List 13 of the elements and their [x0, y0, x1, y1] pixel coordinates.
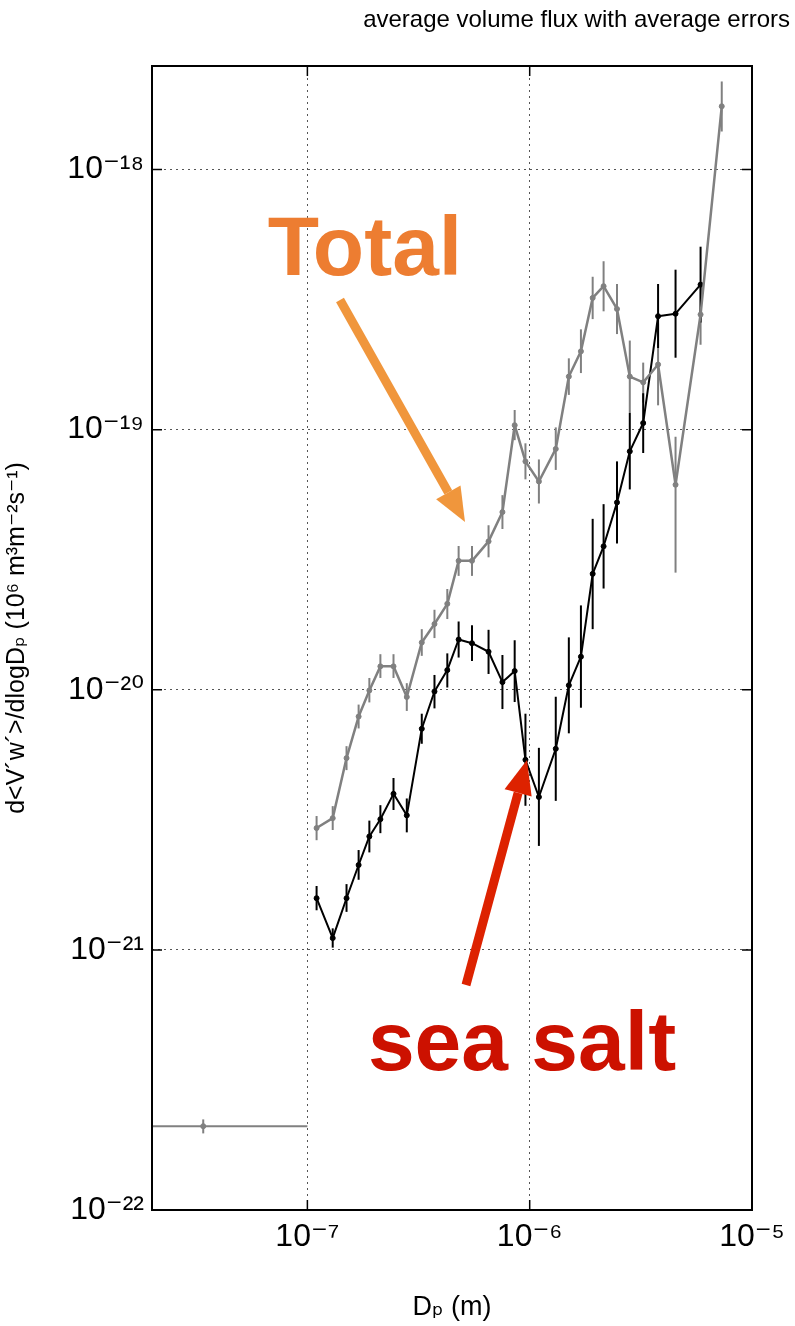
x-tick-label: 10⁻⁵ — [719, 1217, 785, 1254]
series-label: Total — [267, 199, 463, 293]
chart-title: average volume flux with average errors — [363, 5, 790, 32]
x-axis-title: Dₚ (m) — [412, 1291, 492, 1322]
x-tick-label: 10⁻⁷ — [275, 1217, 340, 1254]
y-tick-label: 10⁻²² — [70, 1189, 145, 1226]
y-tick-label: 10⁻¹⁹ — [67, 409, 144, 446]
y-tick-label: 10⁻¹⁸ — [67, 149, 144, 186]
y-axis-title: d<V´w´>/dlogDₚ (10⁶ m³m⁻²s⁻¹) — [0, 462, 29, 814]
y-tick-label: 10⁻²¹ — [70, 929, 144, 966]
x-tick-label: 10⁻⁶ — [496, 1217, 563, 1254]
series-label: sea salt — [367, 994, 677, 1088]
y-tick-label: 10⁻²⁰ — [68, 669, 144, 706]
